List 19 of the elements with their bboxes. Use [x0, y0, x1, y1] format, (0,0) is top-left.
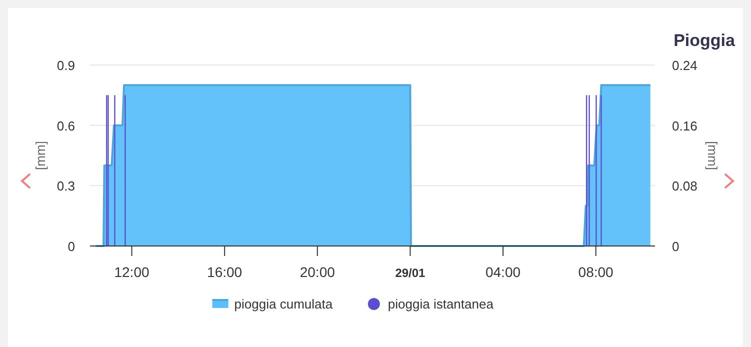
y2-axis-title: [mm] [705, 141, 720, 170]
x-tick-label: 29/01 [395, 266, 426, 280]
x-tick-label: 20:00 [300, 264, 336, 280]
y2-tick-label: 0.16 [672, 118, 698, 134]
legend-label: pioggia cumulata [234, 296, 334, 312]
x-tick-label: 12:00 [114, 264, 150, 280]
x-tick-label: 16:00 [207, 264, 242, 280]
text: Pioggia [674, 31, 736, 50]
y-axis-title: [mm] [33, 141, 48, 170]
y2-tick-label: 0 [672, 239, 680, 254]
y-tick-label: 0.6 [56, 118, 75, 134]
x-tick-label: 04:00 [485, 264, 521, 280]
legend-label: pioggia istantanea [388, 296, 494, 312]
y2-tick-label: 0.24 [672, 58, 698, 73]
y2-tick-label: 0.08 [672, 178, 698, 194]
y-tick-label: 0.9 [56, 58, 75, 73]
y-tick-label: 0.3 [56, 178, 75, 194]
y-tick-label: 0 [68, 239, 75, 254]
x-tick-label: 08:00 [578, 264, 614, 280]
